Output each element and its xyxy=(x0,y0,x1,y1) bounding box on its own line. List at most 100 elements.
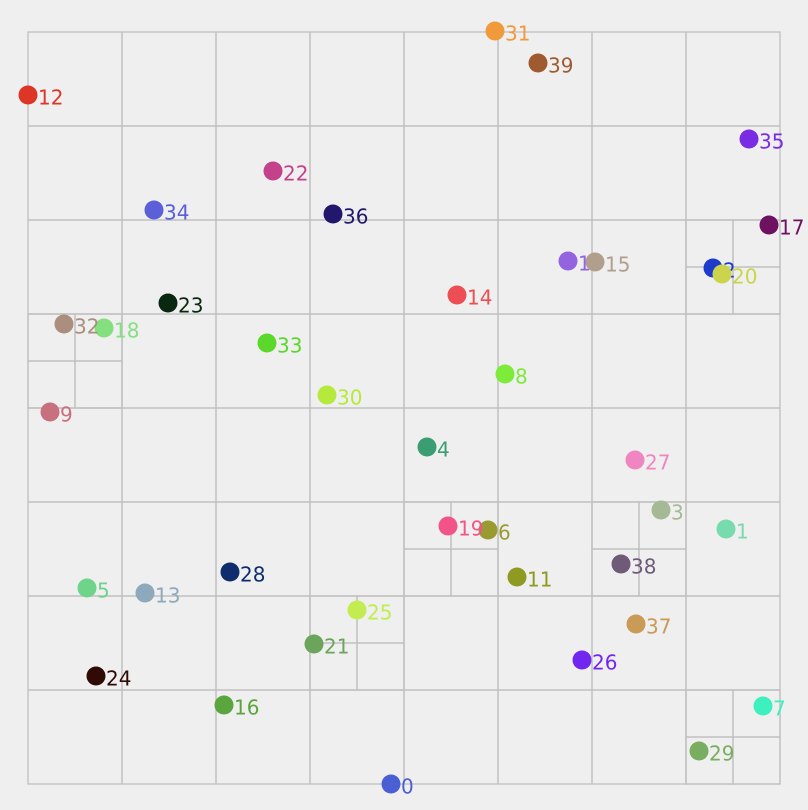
point-label: 1 xyxy=(736,520,749,544)
point-marker xyxy=(323,204,343,224)
grid-cell xyxy=(591,31,687,127)
grid-cell xyxy=(403,595,499,691)
point-12: 12 xyxy=(18,85,63,110)
point-label: 16 xyxy=(234,696,259,720)
point-35: 35 xyxy=(739,129,784,154)
grid-cell xyxy=(215,313,311,409)
grid-cell xyxy=(732,736,781,785)
point-marker xyxy=(485,21,505,41)
point-17: 17 xyxy=(759,215,804,240)
point-marker xyxy=(712,264,732,284)
grid-cell xyxy=(685,501,781,597)
point-marker xyxy=(753,696,773,716)
point-marker xyxy=(417,437,437,457)
grid-cell xyxy=(121,407,217,503)
point-label: 0 xyxy=(401,775,414,799)
point-26: 26 xyxy=(572,650,617,675)
grid-cell xyxy=(685,689,734,738)
grid-cell xyxy=(497,407,593,503)
point-label: 27 xyxy=(645,451,670,475)
point-label: 20 xyxy=(732,265,757,289)
point-label: 39 xyxy=(548,54,573,78)
grid-cell xyxy=(27,360,76,409)
grid-cell xyxy=(215,595,311,691)
grid-cell xyxy=(309,689,405,785)
grid-cell xyxy=(215,219,311,315)
grid-cell xyxy=(27,125,123,221)
point-marker xyxy=(158,293,178,313)
grid-cell xyxy=(591,689,687,785)
point-label: 7 xyxy=(773,697,786,721)
point-label: 4 xyxy=(437,438,450,462)
point-label: 23 xyxy=(178,294,203,318)
point-3: 3 xyxy=(651,500,684,525)
point-21: 21 xyxy=(304,634,349,659)
point-14: 14 xyxy=(447,285,492,310)
grid-cell xyxy=(121,595,217,691)
point-label: 37 xyxy=(646,615,671,639)
point-label: 14 xyxy=(467,286,492,310)
grid-cell xyxy=(27,31,123,127)
point-8: 8 xyxy=(495,364,528,389)
grid-cell xyxy=(309,31,405,127)
point-marker xyxy=(18,85,38,105)
point-marker xyxy=(611,554,631,574)
point-label: 35 xyxy=(759,130,784,154)
point-label: 33 xyxy=(277,334,302,358)
grid-cell xyxy=(591,125,687,221)
grid-cell xyxy=(121,501,217,597)
point-label: 13 xyxy=(155,584,180,608)
grid-cell xyxy=(685,407,781,503)
point-marker xyxy=(77,578,97,598)
point-24: 24 xyxy=(86,666,131,691)
point-27: 27 xyxy=(625,450,670,475)
grid-cell xyxy=(685,313,781,409)
point-30: 30 xyxy=(317,385,362,410)
grid-cell xyxy=(685,31,781,127)
point-16: 16 xyxy=(214,695,259,720)
grid-cell xyxy=(497,313,593,409)
point-33: 33 xyxy=(257,333,302,358)
point-marker xyxy=(739,129,759,149)
grid-cell xyxy=(732,266,781,315)
point-marker xyxy=(317,385,337,405)
grid-cell xyxy=(591,313,687,409)
point-34: 34 xyxy=(144,200,189,225)
point-marker xyxy=(478,520,498,540)
point-marker xyxy=(528,53,548,73)
grid-cell xyxy=(27,407,123,503)
point-label: 32 xyxy=(74,315,99,339)
point-marker xyxy=(94,318,114,338)
point-marker xyxy=(381,774,401,794)
point-label: 6 xyxy=(498,521,511,545)
point-0: 0 xyxy=(381,774,414,799)
point-label: 5 xyxy=(97,579,110,603)
point-marker xyxy=(135,583,155,603)
grid-cell xyxy=(403,407,499,503)
point-22: 22 xyxy=(263,161,308,186)
grid-cell xyxy=(638,548,687,597)
point-label: 17 xyxy=(779,216,804,240)
point-marker xyxy=(572,650,592,670)
point-9: 9 xyxy=(40,402,73,427)
point-4: 4 xyxy=(417,437,450,462)
point-20: 20 xyxy=(712,264,757,289)
point-marker xyxy=(438,516,458,536)
point-label: 18 xyxy=(114,319,139,343)
point-6: 6 xyxy=(478,520,511,545)
point-marker xyxy=(263,161,283,181)
point-label: 15 xyxy=(605,253,630,277)
point-18: 18 xyxy=(94,318,139,343)
grid-cell xyxy=(403,689,499,785)
point-label: 30 xyxy=(337,386,362,410)
point-marker xyxy=(495,364,515,384)
point-label: 8 xyxy=(515,365,528,389)
point-25: 25 xyxy=(347,600,392,625)
grid-cell xyxy=(403,548,452,597)
point-label: 36 xyxy=(343,205,368,229)
point-marker xyxy=(626,614,646,634)
point-23: 23 xyxy=(158,293,203,318)
point-marker xyxy=(54,314,74,334)
grid-cell xyxy=(497,595,593,691)
